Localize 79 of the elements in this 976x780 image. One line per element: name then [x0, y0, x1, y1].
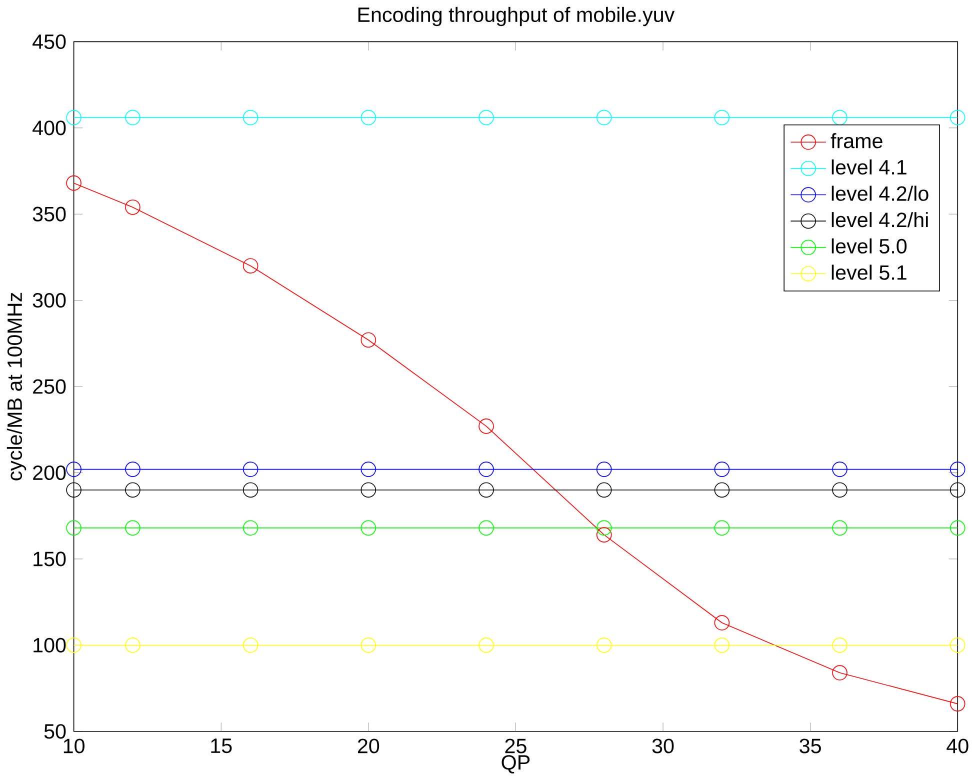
y-tick-label: 450 [32, 34, 66, 49]
point [596, 462, 612, 477]
point [714, 614, 730, 630]
point [832, 664, 848, 680]
point [714, 482, 730, 498]
point [125, 520, 140, 536]
point [360, 482, 376, 498]
x-tick-label: 40 [946, 738, 968, 754]
point [478, 637, 494, 653]
point [596, 637, 612, 653]
y-axis-title: cycle/MB at 100MHz [6, 292, 26, 480]
y-tick-label: 100 [34, 638, 66, 652]
x-tick-label: 20 [358, 738, 380, 754]
point [125, 462, 140, 477]
x-axis-title: QP [502, 754, 530, 774]
x-tick-label: 15 [211, 738, 232, 753]
point [242, 637, 258, 653]
point [478, 520, 494, 536]
legend-label: level 4.2/lo [832, 186, 928, 201]
point [478, 462, 494, 477]
y-tick-label: 200 [33, 465, 66, 480]
point [360, 637, 376, 653]
point [950, 110, 966, 126]
legend-label: level 4.1 [832, 159, 906, 174]
chart-title: Encoding throughput of mobile.yuv [358, 6, 675, 26]
point [66, 637, 82, 653]
point [66, 175, 82, 191]
point [66, 520, 82, 536]
point [950, 462, 966, 477]
point [714, 520, 730, 536]
point [360, 110, 376, 126]
point [478, 110, 494, 126]
x-tick-label: 30 [652, 738, 674, 754]
x-tick-label: 35 [800, 738, 821, 754]
point [478, 418, 494, 434]
y-tick-label: 400 [32, 120, 66, 136]
y-tick-label: 150 [34, 552, 66, 566]
point [125, 199, 140, 215]
point [360, 332, 376, 348]
point [596, 520, 612, 536]
point [832, 462, 848, 477]
point [950, 482, 966, 498]
point [242, 110, 258, 126]
point [596, 527, 612, 542]
point [596, 482, 612, 498]
y-tick-label: 350 [32, 206, 66, 222]
point [950, 696, 966, 712]
point [360, 520, 376, 536]
point [242, 520, 258, 536]
point [714, 110, 730, 126]
point [360, 462, 376, 477]
point [242, 482, 258, 498]
point [714, 637, 730, 653]
x-tick-label: 25 [505, 738, 526, 754]
point [125, 110, 140, 126]
point [242, 258, 258, 274]
point [950, 520, 966, 536]
point [950, 637, 966, 653]
point [66, 110, 82, 126]
legend-label: level 5.0 [832, 238, 907, 254]
point [832, 520, 848, 536]
point [66, 462, 82, 477]
y-tick-label: 50 [44, 724, 66, 739]
x-tick-label: 10 [64, 738, 84, 754]
point [478, 482, 494, 498]
point [125, 482, 140, 498]
point [242, 462, 258, 477]
point [832, 637, 848, 653]
point [596, 110, 612, 126]
point [832, 482, 848, 498]
legend-label: level 5.1 [832, 264, 906, 280]
point [832, 110, 848, 126]
point [66, 482, 82, 498]
legend-label: level 4.2/hi [832, 212, 928, 228]
y-tick-label: 300 [32, 292, 66, 308]
point [125, 637, 140, 653]
point [714, 462, 730, 477]
y-tick-label: 250 [33, 379, 66, 394]
legend-label: frame [830, 132, 882, 148]
